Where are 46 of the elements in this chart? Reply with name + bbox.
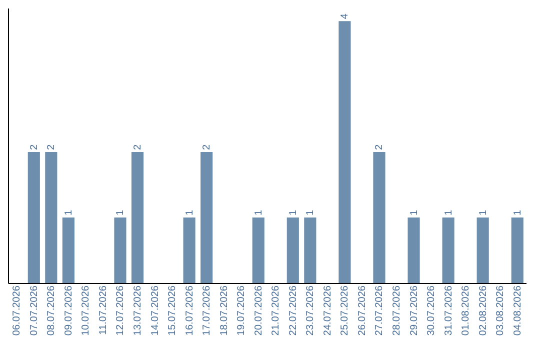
x-tick-label: 06.07.2026 [12,285,23,336]
data-label: 2 [202,144,213,150]
data-label: 4 [340,13,351,20]
data-label: 1 [184,210,196,216]
x-tick-label: 21.07.2026 [270,285,282,336]
x-tick-label: 16.07.2026 [184,285,196,336]
x-tick-label: 29.07.2026 [408,285,420,336]
data-label: 1 [288,210,299,216]
data-label: 1 [63,210,74,216]
x-tick-label: 02.08.2026 [478,285,489,336]
data-label: 2 [46,144,58,150]
data-label: 2 [132,144,144,150]
x-tick-label: 31.07.2026 [443,285,454,336]
x-tick-label: 11.07.2026 [98,285,109,335]
data-label: 1 [512,210,524,216]
data-label: 1 [443,210,454,216]
x-tick-label: 08.07.2026 [46,285,58,336]
x-tick-label: 14.07.2026 [150,285,161,336]
x-tick-label: 13.07.2026 [132,285,144,336]
x-tick-label: 17.07.2026 [202,285,213,336]
x-tick-label: 10.07.2026 [80,285,92,336]
x-tick-label: 01.08.2026 [460,285,472,336]
x-tick-label: 09.07.2026 [63,285,74,336]
data-label: 1 [408,210,420,216]
x-tick-label: 03.08.2026 [495,285,506,336]
x-tick-label: 07.07.2026 [28,285,40,336]
x-tick-label: 22.07.2026 [288,285,299,336]
x-tick-label: 04.08.2026 [512,285,524,336]
data-label: 1 [115,210,126,216]
x-tick-label: 30.07.2026 [426,285,438,336]
x-tick-label: 27.07.2026 [374,285,386,336]
x-tick-label: 26.07.2026 [356,285,368,336]
data-label: 1 [253,210,264,216]
data-label: 2 [374,144,386,150]
data-label: 1 [305,210,316,216]
data-label: 1 [478,210,489,216]
x-tick-label: 20.07.2026 [253,285,264,336]
data-label: 2 [28,144,40,150]
x-tick-label: 12.07.2026 [115,285,126,336]
x-tick-label: 24.07.2026 [322,285,334,336]
x-tick-label: 18.07.2026 [218,285,230,336]
x-tick-label: 23.07.2026 [305,285,316,336]
x-tick-label: 19.07.2026 [236,285,248,336]
x-tick-label: 28.07.2026 [392,285,402,336]
x-tick-label: 25.07.2026 [340,285,351,336]
x-tick-label: 15.07.2026 [167,285,178,336]
